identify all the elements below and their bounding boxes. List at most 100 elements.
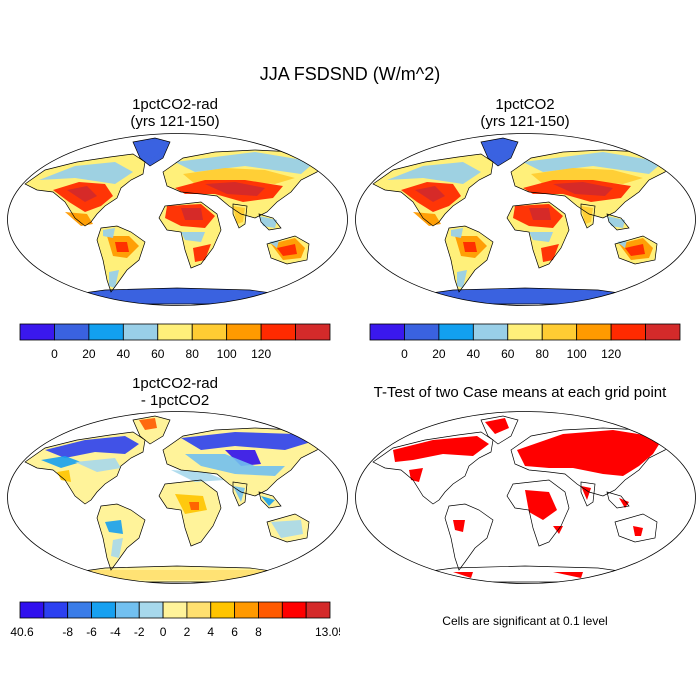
coastline-seasia [606, 213, 630, 231]
significant-region [453, 520, 465, 532]
map-panel-top-right [355, 133, 696, 306]
colorbar-tick-label: -8 [62, 625, 73, 639]
colorbar-box [186, 601, 212, 619]
map-panel-bottom-left [7, 411, 348, 584]
field-region [415, 186, 445, 202]
colorbar-tick-label: 4 [207, 625, 214, 639]
coastline-greenland [480, 137, 519, 167]
colorbar-box [43, 601, 69, 619]
coastline-africa [506, 201, 570, 269]
map-border [355, 411, 696, 584]
field-region [205, 182, 265, 196]
colorbar-box [191, 323, 228, 341]
field-region [259, 216, 277, 228]
significant-region [633, 526, 643, 536]
panel-title-line2: (yrs 121-150) [480, 113, 570, 130]
field-region [529, 208, 551, 220]
significant-region [517, 430, 663, 476]
coastline-samerica [96, 503, 146, 571]
colorbar-box [114, 601, 140, 619]
colorbar-box [19, 323, 55, 341]
panel-title-bottom-left: 1pctCO2-rad - 1pctCO2 [20, 375, 330, 409]
field-region [261, 496, 275, 506]
coastline-seasia [258, 491, 282, 509]
field-region [553, 182, 613, 196]
coastline-australia [266, 513, 310, 543]
field-region [57, 470, 71, 482]
coastline-india [232, 203, 248, 229]
field-region [387, 162, 481, 184]
colorbar-box [472, 323, 509, 341]
panel-title-line1: 1pctCO2-rad [132, 96, 218, 113]
coastline-eurasia [510, 149, 672, 219]
colorbar-tick-label: 100 [217, 347, 237, 361]
colorbar-tick-label: 20 [82, 347, 96, 361]
field-region [181, 432, 311, 450]
colorbar-tick-label: 2 [184, 625, 191, 639]
colorbar-tick-label: 120 [251, 347, 271, 361]
colorbar-box [260, 323, 296, 341]
colorbar-tick-label: 100 [567, 347, 587, 361]
panel-title-line1: 1pctCO2-rad [132, 375, 218, 392]
coastline-eurasia [162, 149, 324, 219]
colorbar-tick-label: -6 [86, 625, 97, 639]
field-region [67, 186, 97, 202]
coastline-africa [506, 479, 570, 547]
field-region [451, 228, 463, 238]
colorbar-box [157, 323, 193, 341]
significant-region [525, 490, 557, 520]
significant-region [409, 468, 423, 482]
field-region [171, 470, 225, 482]
colorbar-box [19, 601, 45, 619]
field-region [485, 140, 513, 158]
coastline-greenland [132, 415, 171, 445]
field-region [529, 232, 553, 242]
coastline-namerica [24, 153, 146, 227]
colorbar-box [576, 323, 612, 341]
colorbar-box [541, 323, 578, 341]
colorbar-box [258, 601, 283, 619]
significant-region [553, 572, 583, 578]
coastline-samerica [444, 225, 494, 293]
significance-note: Cells are significant at 0.1 level [442, 614, 608, 628]
colorbar-tick-label: 60 [501, 347, 515, 361]
colorbar-tick-label: 13.05 [315, 625, 340, 639]
field-region [463, 242, 477, 252]
colorbar-tick-label: 20 [432, 347, 446, 361]
colorbar-top-right: 0 20 40 60 80 100 120 [369, 323, 681, 361]
colorbar-tick-label: 6 [231, 625, 238, 639]
colorbar-box [162, 601, 188, 619]
coastline-greenland [480, 415, 519, 445]
significant-region [619, 498, 629, 508]
field-region [607, 216, 625, 228]
panel-title-line1: 1pctCO2 [495, 96, 555, 113]
coastline-australia [266, 235, 310, 265]
colorbar-top-left: 0 20 40 60 80 100 120 [19, 323, 331, 361]
field-region [139, 418, 157, 430]
colorbar-box [281, 601, 307, 619]
field-region [225, 450, 261, 466]
map-border [355, 133, 696, 306]
colorbar-box [305, 601, 331, 619]
significant-region [581, 486, 591, 500]
significant-region [485, 418, 509, 434]
colorbar-box [369, 323, 405, 341]
coastline-eurasia [162, 427, 324, 497]
colorbar-tick-label: 0 [160, 625, 167, 639]
coastline-seasia [606, 491, 630, 509]
field-region [39, 162, 133, 184]
colorbar-tick-label: 40 [117, 347, 131, 361]
colorbar-tick-label: 80 [186, 347, 200, 361]
field-region [109, 270, 119, 288]
field-region [65, 212, 93, 226]
coastline-samerica [444, 503, 494, 571]
colorbar-bottom-left: -40.6 -8 -6 -4 -2 0 2 4 6 8 13.05 [10, 601, 340, 639]
coastline-namerica [24, 431, 146, 505]
colorbar-tick-label: -40.6 [10, 625, 34, 639]
field-region [413, 212, 441, 226]
coastline-seasia [258, 213, 282, 231]
colorbar-box [54, 323, 90, 341]
colorbar-box [67, 601, 92, 619]
colorbar-tick-label: 40 [467, 347, 481, 361]
colorbar-tick-label: -2 [134, 625, 145, 639]
